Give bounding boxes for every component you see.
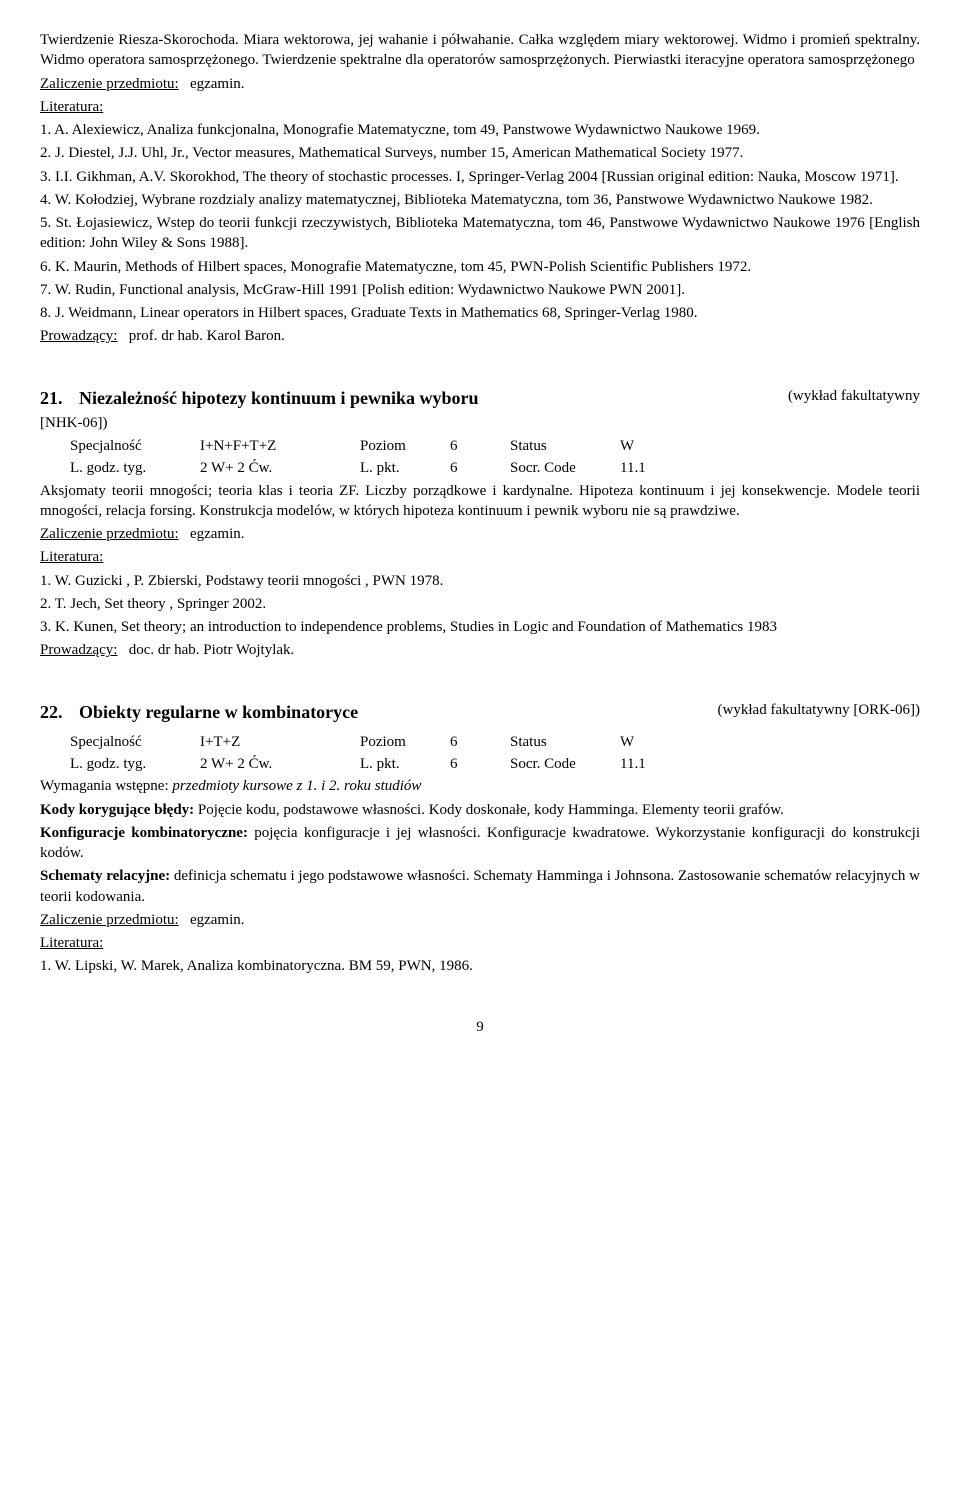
ref: 2. J. Diestel, J.J. Uhl, Jr., Vector mea… [40,143,920,163]
page-number: 9 [40,1017,920,1037]
wym-label: Wymagania wstępne: [40,778,169,794]
prow-label: Prowadzący: [40,642,117,658]
cell: Poziom [360,436,450,456]
b1-label: Kody korygujące błędy: [40,802,194,818]
intro-prowadzacy: Prowadzący: prof. dr hab. Karol Baron. [40,326,920,346]
zal-label: Zaliczenie przedmiotu: [40,526,179,542]
cell: L. pkt. [360,754,450,774]
cell: L. godz. tyg. [70,458,200,478]
lit-label: Literatura: [40,549,103,565]
ref: 1. W. Guzicki , P. Zbierski, Podstawy te… [40,571,920,591]
lit-label: Literatura: [40,935,103,951]
intro-zaliczenie: Zaliczenie przedmiotu: egzamin. [40,74,920,94]
ref: 7. W. Rudin, Functional analysis, McGraw… [40,280,920,300]
b3-val: definicja schematu i jego podstawowe wła… [40,868,920,904]
section-tag: (wykład fakultatywny [ORK-06]) [718,700,920,720]
section-title: Niezależność hipotezy kontinuum i pewnik… [79,388,479,408]
lit-label: Literatura: [40,99,103,115]
cell: Specjalność [70,732,200,752]
prow-value: doc. dr hab. Piotr Wojtylak. [129,642,295,658]
info-row: Specjalność I+T+Z Poziom 6 Status W [70,732,920,752]
cell: Socr. Code [510,458,620,478]
s22-zaliczenie: Zaliczenie przedmiotu: egzamin. [40,910,920,930]
s22-wymagania: Wymagania wstępne: przedmioty kursowe z … [40,776,920,796]
cell: 6 [450,754,510,774]
s22-block2: Konfiguracje kombinatoryczne: pojęcia ko… [40,823,920,864]
cell: I+N+F+T+Z [200,436,360,456]
section-num: 22. [40,702,63,722]
section-tag: (wykład fakultatywny [788,386,920,406]
b1-val: Pojęcie kodu, podstawowe własności. Kody… [198,802,784,818]
section-tag2: [NHK-06]) [40,413,920,433]
cell: 6 [450,458,510,478]
cell: 11.1 [620,458,680,478]
zal-value: egzamin. [190,912,245,928]
ref: 3. K. Kunen, Set theory; an introduction… [40,617,920,637]
s21-prowadzacy: Prowadzący: doc. dr hab. Piotr Wojtylak. [40,640,920,660]
wym-value: przedmioty kursowe z 1. i 2. roku studió… [172,778,421,794]
info-row: L. godz. tyg. 2 W+ 2 Ćw. L. pkt. 6 Socr.… [70,458,920,478]
ref: 6. K. Maurin, Methods of Hilbert spaces,… [40,257,920,277]
cell: L. pkt. [360,458,450,478]
ref: 8. J. Weidmann, Linear operators in Hilb… [40,303,920,323]
info-row: L. godz. tyg. 2 W+ 2 Ćw. L. pkt. 6 Socr.… [70,754,920,774]
cell: W [620,436,680,456]
cell: Poziom [360,732,450,752]
section-title: Obiekty regularne w kombinatoryce [79,702,358,722]
cell: 2 W+ 2 Ćw. [200,458,360,478]
prow-label: Prowadzący: [40,328,117,344]
b2-label: Konfiguracje kombinatoryczne: [40,825,248,841]
prow-value: prof. dr hab. Karol Baron. [129,328,285,344]
cell: Status [510,436,620,456]
s21-desc: Aksjomaty teorii mnogości; teoria klas i… [40,481,920,522]
ref: 1. A. Alexiewicz, Analiza funkcjonalna, … [40,120,920,140]
s22-block3: Schematy relacyjne: definicja schematu i… [40,866,920,907]
cell: W [620,732,680,752]
s21-zaliczenie: Zaliczenie przedmiotu: egzamin. [40,524,920,544]
intro-paragraph: Twierdzenie Riesza-Skorochoda. Miara wek… [40,30,920,71]
ref: 5. St. Łojasiewicz, Wstep do teorii funk… [40,213,920,254]
cell: I+T+Z [200,732,360,752]
ref: 1. W. Lipski, W. Marek, Analiza kombinat… [40,956,920,976]
cell: 2 W+ 2 Ćw. [200,754,360,774]
cell: Socr. Code [510,754,620,774]
ref: 4. W. Kołodziej, Wybrane rozdzialy anali… [40,190,920,210]
info-row: Specjalność I+N+F+T+Z Poziom 6 Status W [70,436,920,456]
zal-label: Zaliczenie przedmiotu: [40,912,179,928]
cell: 6 [450,436,510,456]
zal-value: egzamin. [190,526,245,542]
section-22-head: 22. Obiekty regularne w kombinatoryce (w… [40,700,920,724]
section-21-head: 21. Niezależność hipotezy kontinuum i pe… [40,386,920,410]
cell: 6 [450,732,510,752]
cell: L. godz. tyg. [70,754,200,774]
cell: 11.1 [620,754,680,774]
ref: 2. T. Jech, Set theory , Springer 2002. [40,594,920,614]
zal-label: Zaliczenie przedmiotu: [40,76,179,92]
s22-block1: Kody korygujące błędy: Pojęcie kodu, pod… [40,800,920,820]
ref: 3. I.I. Gikhman, A.V. Skorokhod, The the… [40,167,920,187]
b3-label: Schematy relacyjne: [40,868,170,884]
cell: Specjalność [70,436,200,456]
zal-value: egzamin. [190,76,245,92]
section-num: 21. [40,388,63,408]
cell: Status [510,732,620,752]
